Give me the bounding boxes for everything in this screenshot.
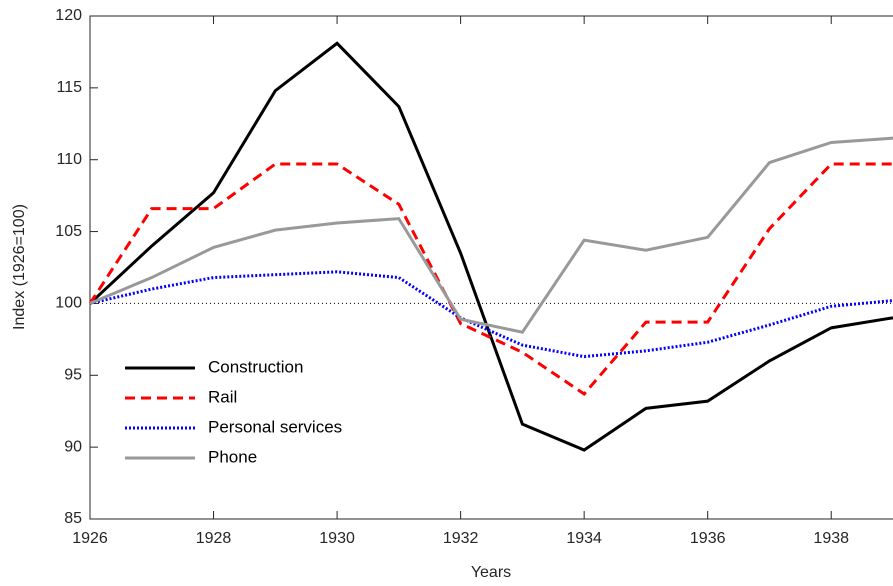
y-tick-label: 105 [55, 223, 82, 240]
x-axis-label: Years [471, 564, 511, 581]
y-tick-label: 90 [64, 438, 82, 455]
line-series [89, 270, 893, 359]
x-tick-label: 1930 [319, 530, 355, 547]
plot-frame [89, 15, 893, 520]
x-tick-label: 1938 [813, 530, 849, 547]
y-axis-label: Index (1926=100) [11, 204, 28, 330]
y-tick-label: 120 [55, 7, 82, 24]
line-series [88, 162, 893, 396]
x-tick-label: 1936 [690, 530, 726, 547]
y-tick-label: 110 [56, 151, 82, 168]
x-tick-label: 1926 [72, 530, 108, 547]
line-series [88, 41, 893, 452]
y-tick-label: 100 [55, 295, 82, 312]
y-tick-label: 85 [64, 510, 82, 527]
x-tick-label: 1934 [566, 530, 602, 547]
x-tick-label: 1932 [443, 530, 479, 547]
y-tick-label: 95 [64, 367, 82, 384]
legend-label: Construction [208, 357, 303, 376]
line-series [89, 136, 893, 334]
legend-label: Personal services [208, 417, 342, 436]
y-tick-label: 115 [56, 79, 82, 96]
legend-label: Rail [208, 387, 237, 406]
x-tick-label: 1928 [196, 530, 232, 547]
legend-label: Phone [208, 447, 257, 466]
